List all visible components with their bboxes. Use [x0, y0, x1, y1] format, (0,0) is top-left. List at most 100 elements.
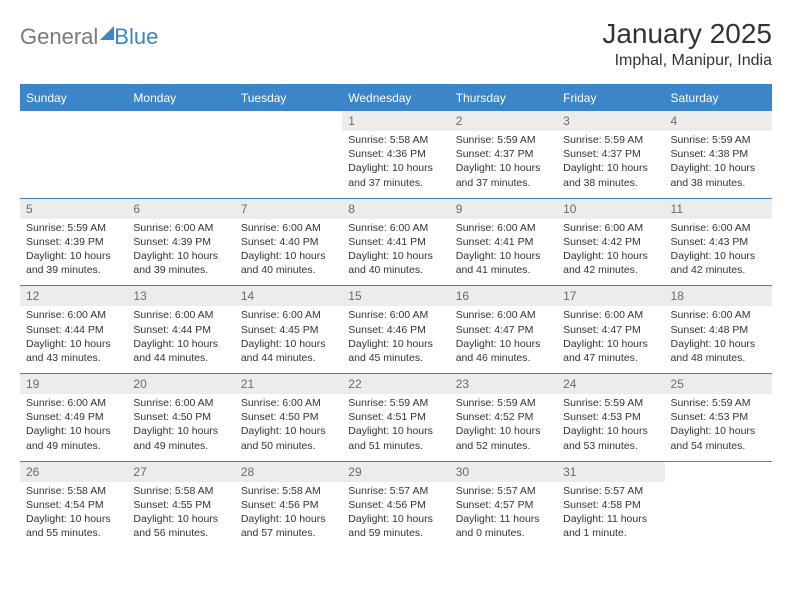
daylight-text: Daylight: 10 hours and 47 minutes.	[563, 337, 658, 365]
daylight-text: Daylight: 10 hours and 52 minutes.	[456, 424, 551, 452]
day-cell: 31Sunrise: 5:57 AMSunset: 4:58 PMDayligh…	[557, 461, 664, 548]
day-body: Sunrise: 6:00 AMSunset: 4:49 PMDaylight:…	[20, 394, 127, 461]
daylight-text: Daylight: 10 hours and 42 minutes.	[671, 249, 766, 277]
weekday-header: Friday	[557, 86, 664, 111]
day-body: Sunrise: 5:59 AMSunset: 4:52 PMDaylight:…	[450, 394, 557, 461]
day-cell: 23Sunrise: 5:59 AMSunset: 4:52 PMDayligh…	[450, 374, 557, 462]
sunset-text: Sunset: 4:56 PM	[348, 498, 443, 512]
sunrise-text: Sunrise: 5:58 AM	[241, 484, 336, 498]
week-row: 5Sunrise: 5:59 AMSunset: 4:39 PMDaylight…	[20, 198, 772, 286]
daylight-text: Daylight: 10 hours and 38 minutes.	[671, 161, 766, 189]
day-cell: 4Sunrise: 5:59 AMSunset: 4:38 PMDaylight…	[665, 111, 772, 199]
day-cell: 7Sunrise: 6:00 AMSunset: 4:40 PMDaylight…	[235, 198, 342, 286]
sunrise-text: Sunrise: 5:59 AM	[671, 133, 766, 147]
day-number: 15	[342, 286, 449, 306]
day-number: 2	[450, 111, 557, 131]
daylight-text: Daylight: 10 hours and 49 minutes.	[26, 424, 121, 452]
calendar: Sunday Monday Tuesday Wednesday Thursday…	[20, 84, 772, 548]
day-cell: 22Sunrise: 5:59 AMSunset: 4:51 PMDayligh…	[342, 374, 449, 462]
sunrise-text: Sunrise: 5:58 AM	[348, 133, 443, 147]
day-number: 26	[20, 462, 127, 482]
week-row: 19Sunrise: 6:00 AMSunset: 4:49 PMDayligh…	[20, 374, 772, 462]
sunrise-text: Sunrise: 6:00 AM	[563, 308, 658, 322]
sunset-text: Sunset: 4:53 PM	[563, 410, 658, 424]
day-body: Sunrise: 6:00 AMSunset: 4:40 PMDaylight:…	[235, 219, 342, 286]
sunrise-text: Sunrise: 5:58 AM	[133, 484, 228, 498]
day-cell: 5Sunrise: 5:59 AMSunset: 4:39 PMDaylight…	[20, 198, 127, 286]
sunset-text: Sunset: 4:57 PM	[456, 498, 551, 512]
daylight-text: Daylight: 10 hours and 48 minutes.	[671, 337, 766, 365]
daylight-text: Daylight: 10 hours and 40 minutes.	[241, 249, 336, 277]
sunset-text: Sunset: 4:48 PM	[671, 323, 766, 337]
day-cell: 25Sunrise: 5:59 AMSunset: 4:53 PMDayligh…	[665, 374, 772, 462]
sunset-text: Sunset: 4:39 PM	[133, 235, 228, 249]
sunrise-text: Sunrise: 6:00 AM	[456, 308, 551, 322]
day-number: 19	[20, 374, 127, 394]
day-number: 9	[450, 199, 557, 219]
day-number: 1	[342, 111, 449, 131]
day-number: 17	[557, 286, 664, 306]
day-number: 16	[450, 286, 557, 306]
week-row: 12Sunrise: 6:00 AMSunset: 4:44 PMDayligh…	[20, 286, 772, 374]
day-cell: 3Sunrise: 5:59 AMSunset: 4:37 PMDaylight…	[557, 111, 664, 199]
daylight-text: Daylight: 11 hours and 0 minutes.	[456, 512, 551, 540]
day-cell: 20Sunrise: 6:00 AMSunset: 4:50 PMDayligh…	[127, 374, 234, 462]
sunset-text: Sunset: 4:56 PM	[241, 498, 336, 512]
day-body	[127, 117, 234, 173]
day-body	[235, 117, 342, 173]
sunset-text: Sunset: 4:39 PM	[26, 235, 121, 249]
daylight-text: Daylight: 10 hours and 39 minutes.	[133, 249, 228, 277]
day-body: Sunrise: 5:59 AMSunset: 4:38 PMDaylight:…	[665, 131, 772, 198]
sunrise-text: Sunrise: 6:00 AM	[348, 308, 443, 322]
daylight-text: Daylight: 10 hours and 55 minutes.	[26, 512, 121, 540]
sunrise-text: Sunrise: 6:00 AM	[241, 308, 336, 322]
sunrise-text: Sunrise: 5:59 AM	[671, 396, 766, 410]
day-body: Sunrise: 6:00 AMSunset: 4:39 PMDaylight:…	[127, 219, 234, 286]
day-cell: 29Sunrise: 5:57 AMSunset: 4:56 PMDayligh…	[342, 461, 449, 548]
day-cell: 8Sunrise: 6:00 AMSunset: 4:41 PMDaylight…	[342, 198, 449, 286]
day-cell: 17Sunrise: 6:00 AMSunset: 4:47 PMDayligh…	[557, 286, 664, 374]
day-body: Sunrise: 5:58 AMSunset: 4:54 PMDaylight:…	[20, 482, 127, 549]
day-body: Sunrise: 6:00 AMSunset: 4:48 PMDaylight:…	[665, 306, 772, 373]
sunset-text: Sunset: 4:50 PM	[241, 410, 336, 424]
calendar-table: Sunday Monday Tuesday Wednesday Thursday…	[20, 86, 772, 548]
day-body: Sunrise: 6:00 AMSunset: 4:44 PMDaylight:…	[20, 306, 127, 373]
day-body: Sunrise: 6:00 AMSunset: 4:45 PMDaylight:…	[235, 306, 342, 373]
sunset-text: Sunset: 4:54 PM	[26, 498, 121, 512]
day-cell: 27Sunrise: 5:58 AMSunset: 4:55 PMDayligh…	[127, 461, 234, 548]
day-body: Sunrise: 5:58 AMSunset: 4:36 PMDaylight:…	[342, 131, 449, 198]
day-body: Sunrise: 5:59 AMSunset: 4:53 PMDaylight:…	[557, 394, 664, 461]
day-cell	[235, 111, 342, 199]
sunset-text: Sunset: 4:49 PM	[26, 410, 121, 424]
daylight-text: Daylight: 10 hours and 45 minutes.	[348, 337, 443, 365]
daylight-text: Daylight: 10 hours and 51 minutes.	[348, 424, 443, 452]
day-body: Sunrise: 6:00 AMSunset: 4:50 PMDaylight:…	[127, 394, 234, 461]
title-block: January 2025 Imphal, Manipur, India	[602, 18, 772, 70]
day-number: 24	[557, 374, 664, 394]
sunrise-text: Sunrise: 6:00 AM	[133, 221, 228, 235]
day-number: 11	[665, 199, 772, 219]
sunset-text: Sunset: 4:37 PM	[563, 147, 658, 161]
day-number: 20	[127, 374, 234, 394]
sunrise-text: Sunrise: 5:59 AM	[456, 133, 551, 147]
logo-triangle-icon	[100, 26, 114, 40]
day-number: 8	[342, 199, 449, 219]
day-body	[20, 117, 127, 173]
header: General Blue January 2025 Imphal, Manipu…	[20, 18, 772, 70]
sunset-text: Sunset: 4:51 PM	[348, 410, 443, 424]
day-cell: 9Sunrise: 6:00 AMSunset: 4:41 PMDaylight…	[450, 198, 557, 286]
daylight-text: Daylight: 10 hours and 39 minutes.	[26, 249, 121, 277]
day-number: 23	[450, 374, 557, 394]
sunset-text: Sunset: 4:45 PM	[241, 323, 336, 337]
day-number: 7	[235, 199, 342, 219]
day-number: 13	[127, 286, 234, 306]
sunrise-text: Sunrise: 5:57 AM	[456, 484, 551, 498]
weekday-header: Saturday	[665, 86, 772, 111]
sunset-text: Sunset: 4:44 PM	[26, 323, 121, 337]
daylight-text: Daylight: 11 hours and 1 minute.	[563, 512, 658, 540]
day-number: 14	[235, 286, 342, 306]
day-body: Sunrise: 5:59 AMSunset: 4:37 PMDaylight:…	[450, 131, 557, 198]
day-cell: 24Sunrise: 5:59 AMSunset: 4:53 PMDayligh…	[557, 374, 664, 462]
sunrise-text: Sunrise: 6:00 AM	[241, 396, 336, 410]
sunrise-text: Sunrise: 5:57 AM	[348, 484, 443, 498]
